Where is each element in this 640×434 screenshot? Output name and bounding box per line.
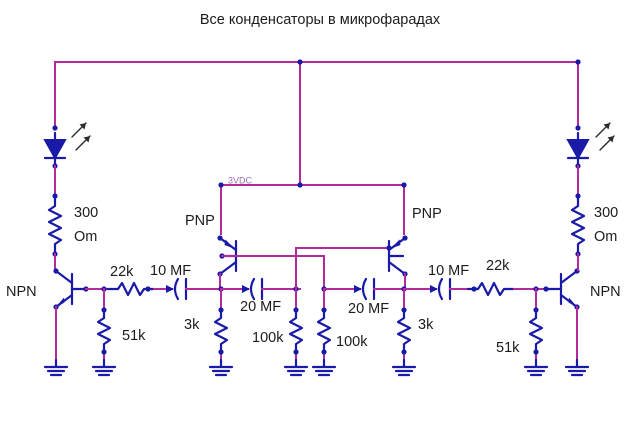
transistor-pnp-left-label: PNP — [185, 213, 215, 229]
resistor-300-right — [570, 193, 586, 257]
led-left — [43, 122, 91, 197]
led-right-rays — [595, 122, 615, 151]
capacitor-10mf-right — [403, 277, 469, 301]
resistor-300-right-value: 300 — [594, 205, 618, 221]
led-left-rays — [71, 122, 91, 151]
resistor-51k-right-value: 51k — [496, 340, 520, 356]
capacitor-10mf-right-value: 10 MF — [428, 263, 469, 279]
wire-right-base-net — [513, 286, 547, 292]
led-right — [566, 122, 615, 197]
ground-left-3k — [208, 358, 234, 377]
transistor-pnp-right-label: PNP — [412, 206, 442, 222]
resistor-51k-left — [96, 288, 112, 366]
transistor-pnp-right — [387, 227, 408, 277]
resistor-51k-left-value: 51k — [122, 328, 146, 344]
transistor-npn-right-label: NPN — [590, 284, 621, 300]
resistor-100k-left — [288, 288, 304, 366]
capacitor-10mf-left-value: 10 MF — [150, 263, 191, 279]
transistor-npn-left — [53, 268, 89, 310]
ground-right-51k — [523, 358, 549, 377]
capacitor-20mf-right-value: 20 MF — [348, 301, 389, 317]
ground-right-3k — [391, 358, 417, 377]
capacitor-20mf-right — [323, 277, 405, 301]
ground-left-51k — [91, 358, 117, 377]
resistor-300-left — [47, 193, 63, 257]
resistor-22k-right — [466, 281, 516, 297]
resistor-22k-left — [106, 281, 156, 297]
ground-center-right — [311, 358, 337, 377]
ground-center-left — [283, 358, 309, 377]
resistor-3k-left — [213, 288, 229, 366]
top-supply-rail — [52, 59, 581, 186]
resistor-3k-right — [396, 288, 412, 366]
page-title: Все конденсаторы в микрофарадах — [200, 12, 441, 28]
wire-cross-coupling-left — [221, 255, 327, 292]
resistor-300-right-unit: Om — [594, 229, 617, 245]
resistor-100k-left-value: 100k — [252, 330, 284, 346]
capacitor-20mf-left-value: 20 MF — [240, 299, 281, 315]
resistor-300-left-unit: Om — [74, 229, 97, 245]
ground-right-emitter — [564, 358, 590, 377]
resistor-300-left-value: 300 — [74, 205, 98, 221]
mid-supply-rail — [218, 182, 407, 229]
ground-left-emitter — [43, 358, 69, 377]
wire-cross-coupling-right — [295, 245, 392, 290]
resistor-100k-right-value: 100k — [336, 334, 368, 350]
resistor-3k-left-value: 3k — [184, 317, 200, 333]
resistor-51k-right — [528, 288, 544, 366]
resistor-3k-right-value: 3k — [418, 317, 434, 333]
resistor-22k-right-value: 22k — [486, 258, 510, 274]
transistor-pnp-left — [217, 227, 238, 277]
transistor-npn-right — [543, 268, 580, 310]
capacitor-20mf-left — [220, 277, 301, 301]
transistor-npn-left-label: NPN — [6, 284, 37, 300]
supply-voltage-label: 3VDC — [228, 175, 253, 185]
resistor-22k-left-value: 22k — [110, 264, 134, 280]
resistor-100k-right — [316, 288, 332, 366]
capacitor-10mf-left — [153, 277, 222, 301]
